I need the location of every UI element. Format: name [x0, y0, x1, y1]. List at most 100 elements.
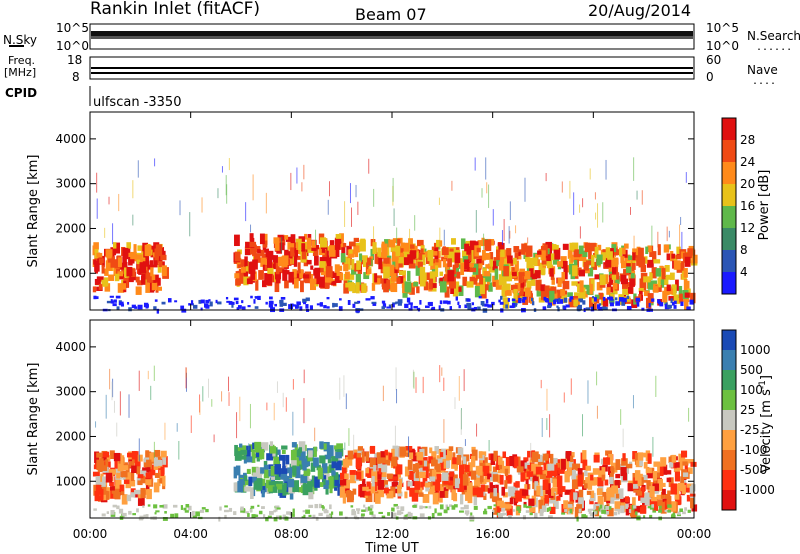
velocity-noise-streak [541, 417, 543, 438]
power-noise-streak [481, 188, 483, 198]
velocity-ground-cell [601, 509, 606, 514]
velocity-noise-streak [688, 407, 690, 422]
power-ground-cell [198, 299, 202, 304]
power-echo-cell [274, 281, 280, 293]
velocity-echo-cell [97, 466, 105, 473]
power-noise-streak [508, 226, 510, 244]
nave-tick-top: 60 [706, 53, 721, 67]
velocity-echo-cell [131, 465, 137, 474]
velocity-echo-cell [470, 470, 477, 480]
power-echo-cell [262, 240, 268, 248]
power-ground-cell [397, 299, 403, 304]
velocity-noise-streak [460, 410, 462, 435]
power-echo-cell [359, 253, 363, 263]
power-ground-cell [689, 299, 694, 305]
velocity-echo-cell [475, 465, 481, 475]
power-ground-cell [332, 302, 335, 308]
power-echo-cell [504, 290, 512, 296]
velocity-echo-cell [379, 488, 383, 497]
velocity-echo-cell [493, 507, 498, 515]
power-echo-cell [351, 249, 356, 255]
power-ground-cell [134, 306, 138, 309]
power-ground-cell [582, 300, 586, 305]
power-ground-cell [621, 300, 626, 306]
velocity-echo-cell [243, 475, 248, 482]
power-colorbar-tick: 28 [740, 133, 755, 147]
velocity-echo-cell [146, 488, 152, 500]
velocity-echo-cell [417, 487, 423, 494]
velocity-echo-cell [564, 471, 570, 483]
power-echo-cell [361, 283, 367, 293]
power-noise-streak [179, 200, 181, 216]
nsearch-trace [91, 36, 693, 39]
power-echo-cell [399, 246, 404, 258]
velocity-noise-streak [413, 371, 415, 389]
nsearch-tick-bottom: 10^0 [706, 39, 739, 53]
velocity-echo-cell [411, 479, 416, 487]
velocity-echo-cell [96, 452, 103, 458]
power-echo-cell [252, 259, 258, 270]
velocity-ground-cell [463, 504, 469, 510]
power-echo-cell [452, 253, 457, 262]
power-colorbar-swatch [722, 228, 736, 250]
power-echo-cell [158, 261, 163, 268]
power-echo-cell [646, 259, 654, 268]
power-ground-cell [498, 299, 501, 303]
velocity-echo-cell [301, 448, 306, 459]
power-echo-cell [585, 260, 592, 265]
power-echo-cell [484, 239, 492, 252]
power-ground-cell [339, 298, 342, 301]
power-echo-cell [492, 260, 498, 271]
velocity-echo-cell [430, 485, 436, 493]
power-echo-cell [293, 278, 299, 289]
velocity-echo-cell [342, 458, 350, 468]
velocity-echo-cell [269, 441, 274, 449]
power-echo-cell [388, 239, 396, 248]
velocity-ground-cell [147, 504, 151, 507]
power-echo-cell [647, 293, 654, 304]
power-echo-cell [605, 247, 611, 258]
power-echo-cell [160, 261, 165, 268]
velocity-noise-streak [458, 376, 460, 401]
power-echo-cell [517, 251, 521, 256]
velocity-ground-cell [539, 511, 544, 517]
velocity-echo-cell [233, 466, 237, 479]
power-echo-cell [390, 282, 398, 293]
velocity-ground-cell [172, 504, 178, 508]
power-ground-cell [505, 304, 508, 309]
power-echo-cell [293, 255, 298, 267]
power-echo-cell [439, 271, 444, 276]
nsky-frame [89, 23, 695, 50]
velocity-echo-cell [444, 490, 449, 498]
velocity-echo-cell [295, 466, 301, 479]
velocity-noise-streak [415, 377, 417, 393]
velocity-echo-cell [505, 474, 512, 484]
power-echo-cell [147, 264, 154, 270]
velocity-echo-cell [461, 460, 467, 470]
power-ground-cell [333, 303, 338, 307]
power-echo-cell [395, 258, 399, 270]
velocity-echo-cell [326, 473, 330, 483]
velocity-ground-cell [443, 509, 448, 514]
power-echo-cell [314, 267, 321, 280]
velocity-noise-streak [128, 394, 130, 418]
velocity-echo-cell [659, 466, 664, 477]
velocity-echo-cell [365, 451, 370, 462]
power-echo-cell [526, 280, 532, 289]
velocity-echo-cell [383, 487, 389, 494]
power-ground-cell [205, 300, 210, 304]
velocity-ground-cell [351, 509, 355, 513]
power-echo-cell [466, 246, 471, 255]
power-ground-cell [438, 305, 441, 311]
power-ground-cell [556, 305, 559, 308]
velocity-noise-streak [353, 434, 355, 455]
power-ground-cell [268, 302, 273, 307]
velocity-noise-streak [549, 414, 551, 438]
velocity-echo-cell [484, 457, 488, 468]
power-noise-streak [503, 219, 505, 241]
velocity-echo-cell [127, 472, 134, 482]
power-echo-cell [469, 263, 475, 268]
power-echo-cell [420, 248, 424, 253]
velocity-ground-cell [250, 505, 255, 509]
power-echo-cell [503, 266, 509, 277]
